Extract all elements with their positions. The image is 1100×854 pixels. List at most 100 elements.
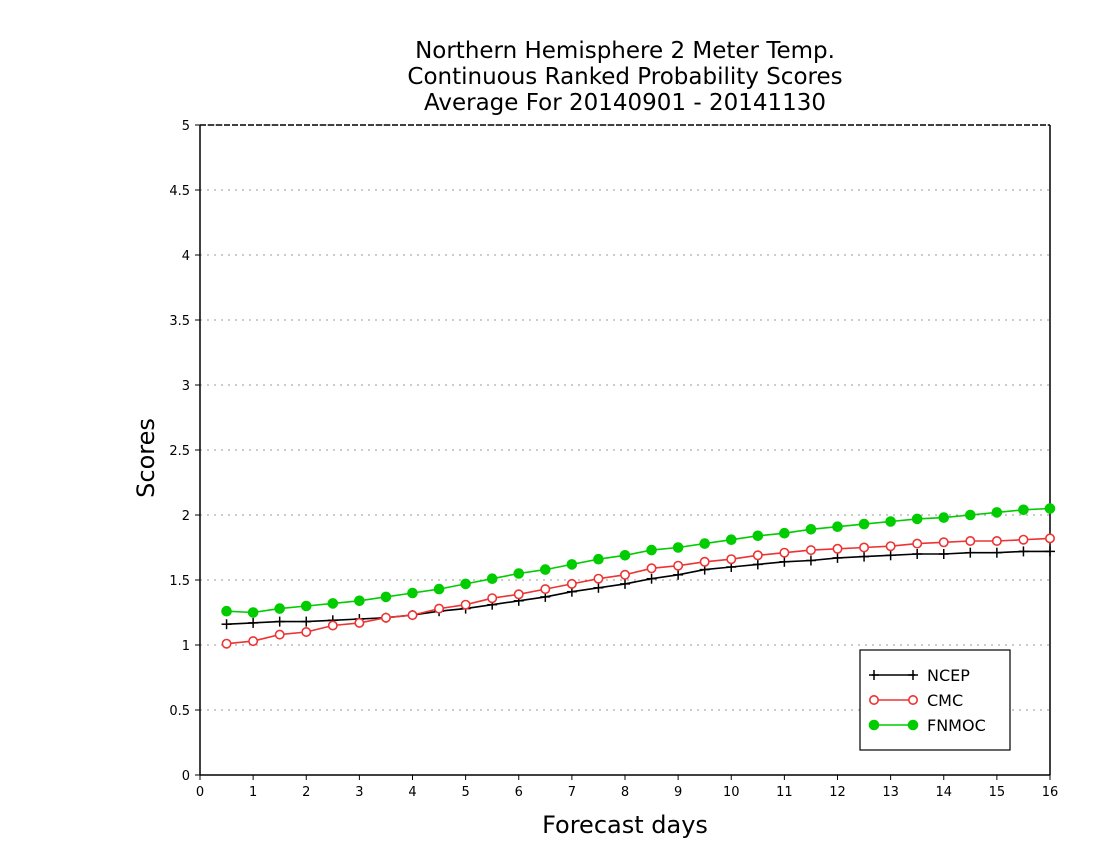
data-point-ncep <box>965 547 976 558</box>
chart-title-line-1: Northern Hemisphere 2 Meter Temp. <box>415 38 835 64</box>
data-point-fnmoc <box>1018 504 1029 516</box>
legend-marker-right-cmc <box>907 694 918 705</box>
x-tick-label: 10 <box>723 785 740 800</box>
chart-title-line-2: Continuous Ranked Probability Scores <box>407 64 842 90</box>
data-point-ncep <box>912 549 923 559</box>
data-point-fnmoc <box>327 598 339 609</box>
data-point-fnmoc <box>513 568 525 579</box>
x-tick-label: 13 <box>882 785 899 800</box>
data-point-cmc <box>513 589 524 600</box>
data-point-ncep <box>301 616 312 627</box>
data-point-fnmoc <box>991 507 1003 518</box>
data-point-fnmoc <box>725 534 737 546</box>
data-point-ncep <box>885 550 896 561</box>
data-point-cmc <box>779 547 790 558</box>
data-point-cmc <box>274 629 285 640</box>
data-point-fnmoc <box>380 591 392 603</box>
data-point-cmc <box>726 554 737 565</box>
data-point-cmc <box>912 538 923 549</box>
data-point-ncep <box>221 619 232 630</box>
x-tick-label: 3 <box>355 785 363 800</box>
x-tick-label: 6 <box>515 785 523 800</box>
data-point-ncep <box>779 556 790 567</box>
series-line-ncep <box>226 550 1050 625</box>
x-tick-label: 0 <box>196 785 204 800</box>
legend-marker-right-ncep <box>908 670 918 680</box>
data-point-fnmoc <box>619 550 631 561</box>
data-point-fnmoc <box>486 573 498 585</box>
data-point-fnmoc <box>832 521 843 533</box>
data-point-ncep <box>859 551 870 562</box>
data-point-cmc <box>619 569 630 580</box>
data-point-fnmoc <box>752 530 764 542</box>
data-point-cmc <box>938 537 949 548</box>
grid-lines <box>200 124 1050 711</box>
data-point-ncep <box>805 555 816 566</box>
data-point-fnmoc <box>593 553 604 565</box>
x-tick-label: 15 <box>989 785 1006 800</box>
data-point-fnmoc <box>433 583 445 595</box>
data-point-cmc <box>380 612 391 623</box>
data-point-cmc <box>540 584 551 595</box>
data-point-fnmoc <box>646 544 657 556</box>
data-point-cmc <box>965 535 976 546</box>
data-point-fnmoc <box>460 578 471 590</box>
data-point-fnmoc <box>274 603 285 614</box>
data-point-ncep <box>620 578 630 589</box>
legend-marker-left-fnmoc <box>868 719 880 731</box>
x-tick-label: 2 <box>302 785 310 800</box>
series-line-fnmoc <box>226 507 1051 614</box>
data-point-fnmoc <box>566 559 578 570</box>
legend-label-fnmoc: FNMOC <box>927 716 986 735</box>
y-tick-label: 2.5 <box>169 444 190 459</box>
y-tick-label: 4.5 <box>169 184 190 199</box>
legend-marker-right-fnmoc <box>907 719 919 731</box>
data-point-ncep <box>752 559 763 570</box>
series-lines <box>221 503 1056 649</box>
data-point-fnmoc <box>805 524 817 535</box>
data-point-fnmoc <box>221 605 232 617</box>
data-point-cmc <box>646 563 657 574</box>
legend-item-cmc: CMC <box>868 691 963 710</box>
data-point-cmc <box>407 610 418 621</box>
data-point-fnmoc <box>247 607 259 618</box>
x-tick-label: 1 <box>249 785 257 800</box>
y-tick-label: 1 <box>182 639 190 654</box>
data-point-cmc <box>354 617 365 628</box>
y-tick-label: 3 <box>182 379 190 394</box>
data-point-cmc <box>805 545 816 556</box>
data-point-fnmoc <box>407 587 418 599</box>
y-tick-label: 0.5 <box>169 704 190 719</box>
data-point-cmc <box>1045 533 1056 544</box>
x-tick-label: 11 <box>776 785 793 800</box>
x-tick-label: 4 <box>408 785 416 800</box>
series-cmc <box>221 533 1056 649</box>
y-tick-label: 5 <box>182 119 190 134</box>
x-tick-label: 5 <box>461 785 469 800</box>
x-axis-label: Forecast days <box>542 811 708 839</box>
data-point-cmc <box>699 556 710 567</box>
data-point-fnmoc <box>938 512 950 523</box>
legend-label-ncep: NCEP <box>927 666 970 685</box>
data-point-cmc <box>221 638 232 649</box>
data-point-cmc <box>460 599 471 610</box>
y-axis-label: Scores <box>132 418 160 498</box>
chart-title-line-3: Average For 20140901 - 20141130 <box>424 90 826 116</box>
data-point-fnmoc <box>300 600 312 612</box>
data-point-fnmoc <box>540 564 551 575</box>
data-point-cmc <box>566 578 577 589</box>
data-point-cmc <box>487 593 498 604</box>
chart-title: Northern Hemisphere 2 Meter Temp. Contin… <box>407 38 842 116</box>
data-point-cmc <box>593 573 604 584</box>
data-point-cmc <box>1018 534 1029 545</box>
data-point-cmc <box>832 543 843 554</box>
data-point-ncep <box>832 552 843 563</box>
x-tick-label: 14 <box>935 785 952 800</box>
data-point-fnmoc <box>858 518 870 530</box>
data-point-cmc <box>991 535 1002 546</box>
legend-marker-left-cmc <box>868 694 879 705</box>
series-ncep <box>221 546 1055 630</box>
x-tick-label: 8 <box>621 785 629 800</box>
